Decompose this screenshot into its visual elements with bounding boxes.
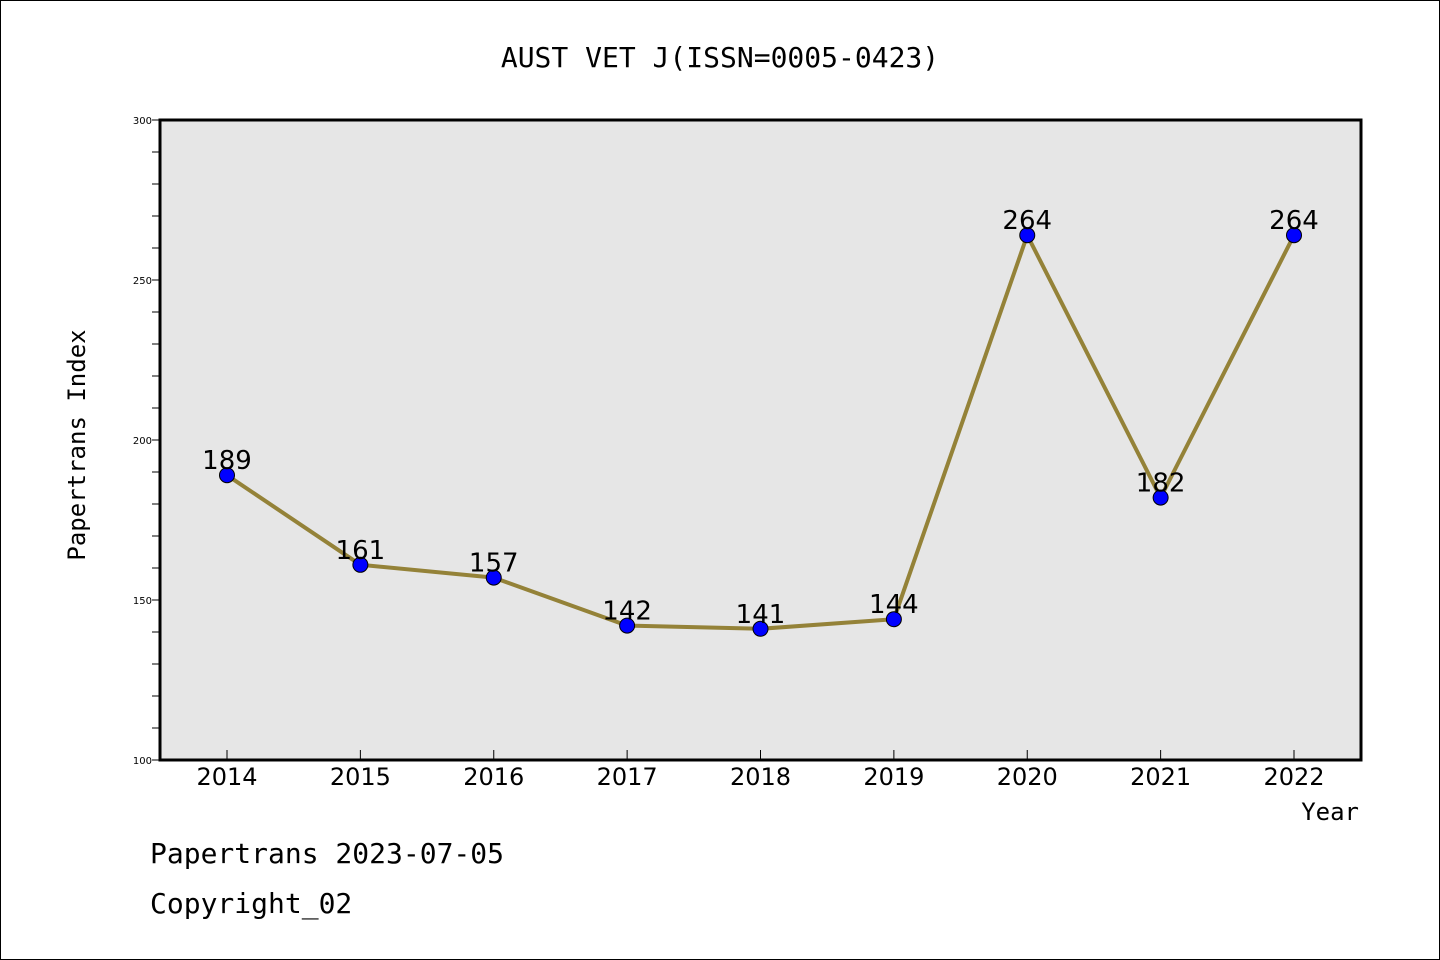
data-label: 182 bbox=[1136, 469, 1186, 499]
chart-title: AUST VET J(ISSN=0005-0423) bbox=[501, 41, 939, 74]
x-axis-ticks: 2014 2015 2016 2017 2018 2019 2020 2021 2022 bbox=[196, 750, 1325, 791]
footer-date: Papertrans 2023-07-05 bbox=[150, 837, 504, 870]
data-point bbox=[219, 467, 235, 484]
footer-copyright: Copyright_02 bbox=[150, 887, 352, 921]
data-label: 264 bbox=[1269, 206, 1319, 236]
y-tick-label: 250 bbox=[133, 276, 152, 287]
x-tick-label: 2022 bbox=[1263, 763, 1324, 791]
x-tick-label: 2019 bbox=[863, 763, 924, 791]
data-point bbox=[885, 611, 902, 628]
y-tick-label: 150 bbox=[133, 596, 152, 607]
data-label: 161 bbox=[336, 536, 386, 566]
data-label: 142 bbox=[602, 597, 652, 627]
data-point bbox=[1286, 227, 1302, 244]
data-point bbox=[352, 556, 369, 573]
series-group: 189 161 157 142 141 144 264 182 264 bbox=[202, 206, 1319, 637]
y-tick-label: 300 bbox=[133, 116, 152, 127]
data-point bbox=[1152, 489, 1169, 506]
data-point bbox=[619, 617, 636, 634]
y-tick-label: 100 bbox=[133, 756, 152, 767]
y-tick-label: 200 bbox=[133, 436, 152, 447]
x-tick-label: 2021 bbox=[1130, 763, 1191, 791]
x-tick-label: 2020 bbox=[997, 763, 1058, 791]
data-label: 264 bbox=[1002, 206, 1052, 236]
data-label: 157 bbox=[469, 549, 519, 579]
x-tick-label: 2018 bbox=[730, 763, 791, 791]
data-point bbox=[1019, 227, 1036, 244]
data-label: 144 bbox=[869, 590, 919, 620]
x-tick-label: 2017 bbox=[597, 763, 658, 791]
data-label: 189 bbox=[202, 446, 252, 476]
y-axis-label: Papertrans Index bbox=[63, 329, 91, 560]
x-tick-label: 2015 bbox=[330, 763, 391, 791]
x-axis-label: Year bbox=[1301, 798, 1359, 826]
plot-area bbox=[158, 118, 1363, 762]
data-point bbox=[485, 569, 502, 586]
x-tick-label: 2016 bbox=[463, 763, 524, 791]
data-label: 141 bbox=[736, 600, 786, 630]
x-tick-label: 2014 bbox=[196, 763, 257, 791]
y-axis-ticks: 100 150 200 250 300 bbox=[133, 116, 160, 767]
data-point bbox=[752, 620, 769, 637]
